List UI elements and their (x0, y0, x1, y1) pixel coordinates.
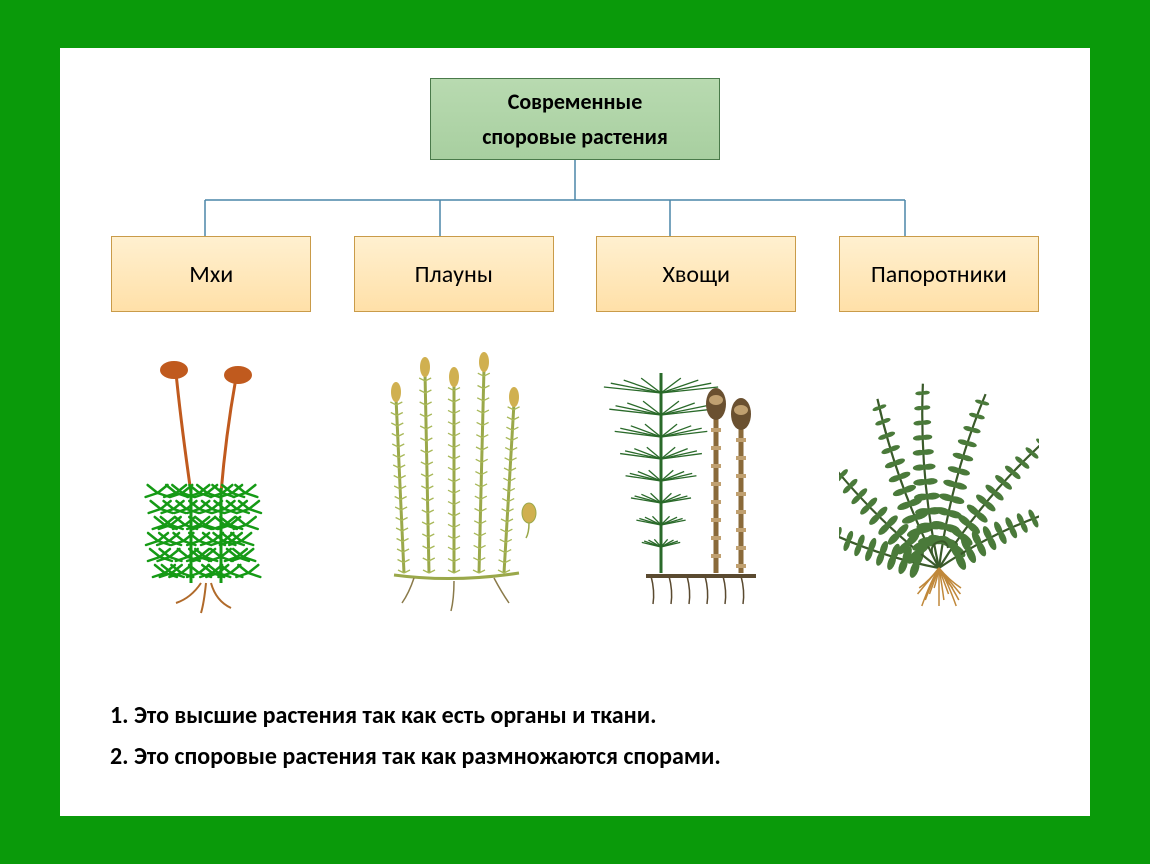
caption-2: 2. Это споровые растения так как размнож… (110, 737, 1040, 778)
root-node: Современные споровые растения (430, 78, 720, 160)
moss-icon (111, 343, 311, 623)
plants-row (60, 338, 1090, 628)
child-node-3: Папоротники (839, 236, 1039, 312)
caption-1: 1. Это высшие растения так как есть орга… (110, 696, 1040, 737)
tree-connectors (60, 160, 1090, 240)
fern-icon (839, 343, 1039, 623)
root-line2: споровые растения (482, 119, 668, 154)
plant-fern (826, 338, 1051, 628)
plant-horsetail (584, 338, 809, 628)
children-row: Мхи Плауны Хвощи Папоротники (60, 236, 1090, 312)
horsetail-icon (596, 343, 796, 623)
clubmoss-icon (354, 343, 554, 623)
child-node-2: Хвощи (596, 236, 796, 312)
plant-moss (99, 338, 324, 628)
child-node-0: Мхи (111, 236, 311, 312)
root-line1: Современные (508, 84, 643, 119)
slide: Современные споровые растения Мхи Плауны Х… (60, 48, 1090, 816)
plant-clubmoss (341, 338, 566, 628)
captions: 1. Это высшие растения так как есть орга… (110, 696, 1040, 778)
child-node-1: Плауны (354, 236, 554, 312)
